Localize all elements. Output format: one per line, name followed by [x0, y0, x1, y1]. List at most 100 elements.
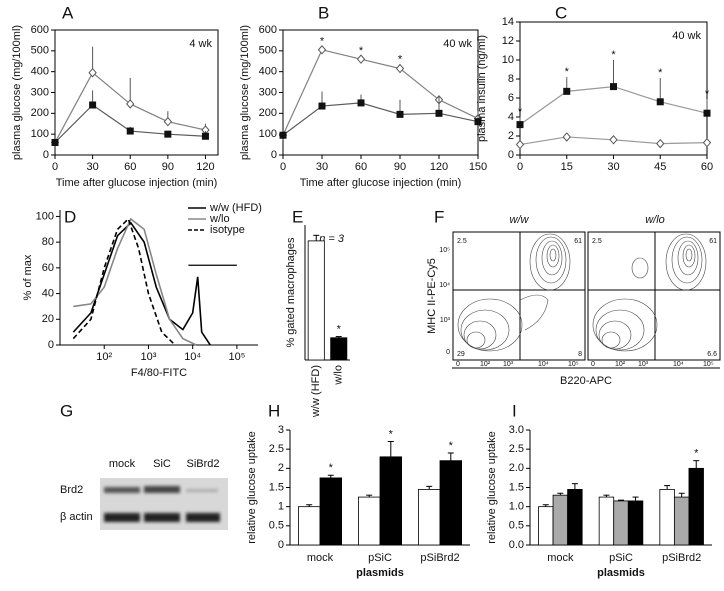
x-tick-label: 0 [280, 161, 286, 173]
lane-label: SiBrd2 [186, 458, 219, 470]
quadrant-label: 61 [709, 238, 717, 245]
data-point [562, 132, 571, 142]
blot [100, 478, 228, 530]
data-point [474, 118, 482, 126]
y-axis-label: plasma glucose (mg/100ml) [239, 25, 251, 160]
tick-label: 10⁵ [703, 361, 714, 368]
x-axis-label: Time after glucose injection (min) [300, 177, 462, 189]
series-line [282, 102, 479, 136]
row-label: β actin [60, 511, 93, 523]
significance-star: * [320, 36, 325, 48]
y-axis-label: relative glucose uptake [246, 431, 258, 544]
significance-star: * [337, 323, 342, 335]
chart-panel: E % gated macrophages n = 3 w/w (HFD) w/lo * [285, 207, 350, 418]
data-point [126, 99, 135, 109]
panel-label: D [64, 207, 76, 226]
y-tick-label: 600 [31, 24, 49, 36]
bar [688, 467, 704, 546]
series-line [72, 221, 211, 346]
data-point [656, 138, 665, 149]
significance-star: * [611, 49, 616, 61]
x-tick-label: 45 [654, 161, 666, 173]
y-tick-label: 1.5 [269, 481, 284, 493]
panel-f: F w/w w/lo MHC II-PE-Cy5 B220-APC 2.5 61… [426, 207, 721, 387]
y-tick-label: 1.0 [509, 501, 524, 513]
contour-plot: 2.5 61 6.6 0 10² 10³ 10⁴ 10⁵ [587, 231, 721, 368]
chart-panel: H 0 0.5 1 1.5 2 2.5 3 relative glucose uptake pla… [246, 401, 470, 579]
bar [627, 500, 644, 546]
significance-star: * [359, 45, 364, 57]
bar [538, 506, 554, 546]
y-tick-label: 300 [259, 86, 277, 98]
x-tick-label: 60 [355, 161, 367, 173]
y-tick-label: 2.5 [509, 443, 524, 455]
y-tick-label: 1.5 [509, 481, 524, 493]
x-tick-label: 0 [517, 161, 523, 173]
bar [379, 456, 403, 546]
y-tick-label: 0 [43, 149, 49, 161]
x-axis-label: B220-APC [560, 375, 612, 387]
x-tick-label: 30 [86, 161, 98, 173]
lane-label: mock [109, 458, 136, 470]
panel-label: G [60, 401, 73, 420]
panel-g: G mock SiC SiBrd2 Brd2 β actin [60, 401, 228, 530]
chart-panel: A 0 100 200 300 400 500 600 0 30 60 90 120 plasma glu… [11, 3, 219, 189]
y-tick-label: 100 [36, 210, 54, 222]
y-axis-label: relative glucose uptake [486, 431, 498, 544]
annotation: n = 3 [319, 233, 345, 245]
annotation: 40 wk [672, 30, 701, 42]
data-point [51, 139, 59, 146]
y-tick-label: 100 [259, 128, 277, 140]
bar [567, 489, 583, 546]
y-axis-label: plasma insulin (ng/ml) [476, 35, 488, 142]
data-point [516, 121, 524, 129]
data-point [356, 54, 366, 64]
data-point [126, 127, 134, 135]
x-tick-label: mock [307, 552, 334, 564]
tick-label: 10² [615, 361, 626, 368]
x-axis-label: F4/80-FITC [131, 367, 187, 379]
annotation: 40 wk [443, 38, 472, 50]
series-line [282, 49, 479, 136]
y-axis-label: % gated macrophages [285, 237, 297, 348]
series-line [519, 85, 708, 126]
panel-label: B [318, 3, 329, 22]
bar [357, 496, 381, 546]
y-tick-label: 300 [31, 86, 49, 98]
panel-label: C [555, 3, 567, 22]
x-axis-label: Time after glucose injection (min) [56, 177, 218, 189]
data-point [279, 131, 287, 139]
bar [439, 460, 463, 546]
x-tick-label: 10³ [140, 351, 156, 363]
y-tick-label: 3 [278, 424, 284, 436]
x-tick-label: 15 [561, 161, 573, 173]
y-tick-label: 12 [502, 35, 514, 47]
annotation: 4 wk [189, 38, 212, 50]
chart-panel: C 0 2 4 6 8 10 12 14 0 15 30 45 60 plasma insulin (ng/… [476, 3, 713, 172]
tick-label: 10⁴ [439, 282, 450, 289]
plot-title: w/lo [645, 214, 665, 226]
y-tick-label: 0 [271, 149, 277, 161]
bar [613, 500, 629, 546]
significance-star: * [329, 462, 334, 474]
data-point [164, 130, 172, 138]
quadrant-label: 8 [578, 351, 582, 358]
y-tick-label: 0.5 [269, 520, 284, 532]
tick-label: 10⁵ [568, 361, 579, 368]
significance-star: * [705, 88, 710, 100]
chart-panel: B 0 100 200 300 400 500 600 0 30 60 90 120 150 plasma … [239, 3, 487, 188]
x-tick-label: w/lo [333, 365, 345, 386]
x-tick-label: pSiBrd2 [662, 552, 701, 564]
x-tick-label: 60 [701, 161, 713, 173]
data-point [563, 87, 571, 95]
y-tick-label: 0 [278, 539, 284, 551]
y-axis-label: plasma glucose (mg/100ml) [11, 25, 23, 160]
x-tick-label: 120 [196, 161, 214, 173]
data-point [435, 109, 443, 117]
significance-star: * [565, 66, 570, 78]
chart-panel: I 0.0 0.5 1.0 1.5 2.0 2.5 3.0 relative glucose u… [486, 401, 712, 579]
y-tick-label: 14 [502, 16, 514, 28]
x-tick-label: pSiC [609, 552, 633, 564]
bar [673, 496, 690, 546]
legend-label: isotype [210, 224, 245, 236]
